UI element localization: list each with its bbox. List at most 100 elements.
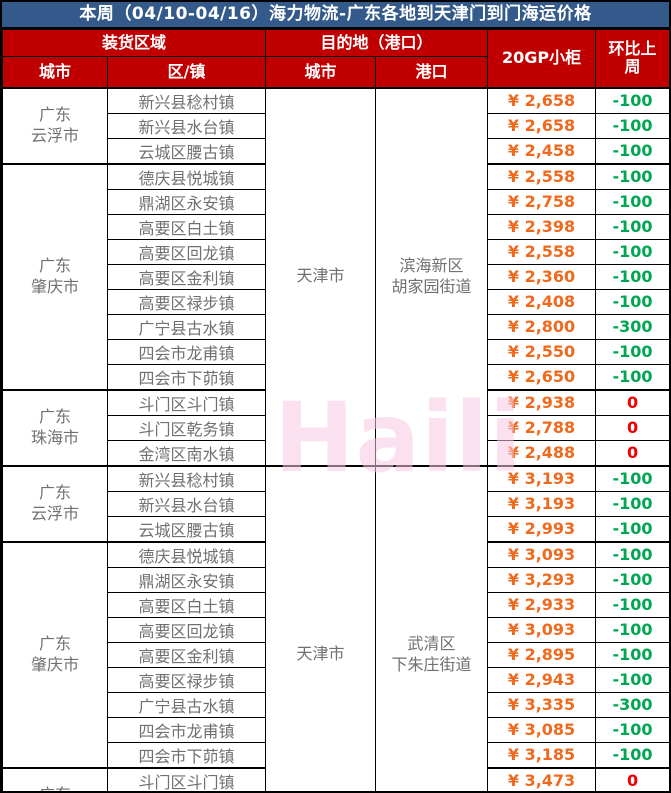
district-town-cell: 新兴县水台镇: [106, 112, 267, 139]
district-town-cell: 高要区金利镇: [106, 641, 267, 668]
wow-change-cell: 0: [595, 414, 669, 441]
table-row: 四会市下茆镇 ¥ 3,185 -100: [3, 741, 669, 768]
price-20gp-cell: ¥ 2,558: [487, 238, 597, 265]
wow-change-cell: -100: [595, 288, 669, 315]
price-20gp-cell: ¥ 2,788: [487, 414, 597, 441]
wow-change-cell: -100: [595, 162, 669, 190]
price-20gp-cell: ¥ 2,488: [487, 439, 597, 466]
district-town-cell: 高要区回龙镇: [106, 238, 267, 265]
table-row: 广东 云浮市 新兴县稔村镇 天津市 武清区 下朱庄街道 ¥ 3,193 -100: [2, 464, 669, 791]
table-row: 鼎湖区永安镇 ¥ 2,758 -100: [3, 188, 669, 215]
price-20gp-cell: ¥ 3,093: [487, 616, 597, 643]
price-20gp-cell: ¥ 3,193: [487, 490, 597, 517]
district-town-cell: 金湾区南水镇: [106, 439, 267, 466]
origin-city-cell: 广东 珠海市: [2, 388, 108, 466]
district-town-cell: 德庆县悦城镇: [106, 540, 267, 568]
destination-port-cell: 滨海新区 胡家园街道: [375, 86, 489, 466]
table-row: 高要区禄步镇 ¥ 2,943 -100: [3, 666, 669, 693]
price-20gp-cell: ¥ 2,943: [487, 666, 597, 693]
wow-change-cell: 0: [595, 439, 669, 466]
wow-change-cell: -100: [595, 566, 669, 593]
table-row: 四会市龙甫镇 ¥ 2,550 -100: [3, 338, 669, 365]
table-row: 高要区金利镇 ¥ 2,895 -100: [3, 641, 669, 668]
district-town-cell: 新兴县稔村镇: [106, 86, 267, 114]
price-20gp-cell: ¥ 3,193: [487, 464, 597, 492]
table-row: 高要区回龙镇 ¥ 3,093 -100: [3, 616, 669, 643]
price-20gp-cell: ¥ 2,558: [487, 162, 597, 190]
price-20gp-cell: ¥ 3,185: [487, 741, 597, 768]
price-20gp-cell: ¥ 2,758: [487, 188, 597, 215]
district-town-cell: 斗门区斗门镇: [106, 388, 267, 416]
district-town-cell: 广宁县古水镇: [106, 313, 267, 340]
table-row: 广东 珠海市 斗门区斗门镇 ¥ 2,938 0: [2, 388, 669, 466]
price-20gp-cell: ¥ 3,473: [487, 766, 597, 791]
wow-change-cell: -100: [595, 188, 669, 215]
price-20gp-cell: ¥ 2,993: [487, 515, 597, 542]
header-destination-port: 目的地（港口）: [265, 29, 489, 57]
wow-change-cell: -100: [595, 540, 669, 568]
district-town-cell: 高要区禄步镇: [106, 666, 267, 693]
table-row: 广东 肇庆市 德庆县悦城镇 ¥ 3,093 -100: [2, 540, 669, 768]
origin-city-cell: 广东 肇庆市: [2, 540, 108, 768]
price-20gp-cell: ¥ 2,650: [487, 363, 597, 390]
price-20gp-cell: ¥ 2,658: [487, 86, 597, 114]
price-20gp-cell: ¥ 2,933: [487, 591, 597, 618]
district-town-cell: 斗门区斗门镇: [106, 766, 267, 791]
wow-change-cell: -100: [595, 515, 669, 542]
price-20gp-cell: ¥ 2,800: [487, 313, 597, 340]
district-town-cell: 高要区白土镇: [106, 213, 267, 240]
wow-change-cell: -100: [595, 591, 669, 618]
wow-change-cell: -100: [595, 137, 669, 164]
district-town-cell: 德庆县悦城镇: [106, 162, 267, 190]
district-town-cell: 高要区金利镇: [106, 263, 267, 290]
price-20gp-cell: ¥ 2,895: [487, 641, 597, 668]
origin-city-cell: 广东 珠海市: [2, 766, 108, 791]
wow-change-cell: -100: [595, 213, 669, 240]
district-town-cell: 新兴县水台镇: [106, 490, 267, 517]
wow-change-cell: -300: [595, 313, 669, 340]
header-loading-area: 装货区域: [2, 29, 267, 57]
wow-change-cell: -100: [595, 716, 669, 743]
wow-change-cell: -100: [595, 616, 669, 643]
price-20gp-cell: ¥ 3,093: [487, 540, 597, 568]
price-20gp-cell: ¥ 2,360: [487, 263, 597, 290]
wow-change-cell: -100: [595, 490, 669, 517]
table-row: 广东 云浮市 新兴县稔村镇 天津市 滨海新区 胡家园街道 ¥ 2,658 -100: [2, 86, 669, 466]
destination-city-cell: 天津市: [265, 464, 377, 791]
price-20gp-cell: ¥ 2,938: [487, 388, 597, 416]
wow-change-cell: -100: [595, 666, 669, 693]
price-20gp-cell: ¥ 2,658: [487, 112, 597, 139]
district-town-cell: 高要区白土镇: [106, 591, 267, 618]
wow-change-cell: -100: [595, 338, 669, 365]
wow-change-cell: 0: [595, 388, 669, 416]
origin-city-cell: 广东 云浮市: [2, 464, 108, 542]
origin-city-cell: 广东 云浮市: [2, 86, 108, 164]
district-town-cell: 鼎湖区永安镇: [106, 566, 267, 593]
destination-city-cell: 天津市: [265, 86, 377, 466]
table-row: 斗门区乾务镇 ¥ 2,788 0: [3, 414, 669, 441]
price-20gp-cell: ¥ 2,408: [487, 288, 597, 315]
origin-city-cell: 广东 肇庆市: [2, 162, 108, 390]
wow-change-cell: -100: [595, 741, 669, 768]
table-row: 金湾区南水镇 ¥ 2,488 0: [3, 439, 669, 466]
district-town-cell: 高要区禄步镇: [106, 288, 267, 315]
district-town-cell: 四会市龙甫镇: [106, 716, 267, 743]
price-20gp-cell: ¥ 2,550: [487, 338, 597, 365]
wow-change-cell: -100: [595, 263, 669, 290]
table-row: 云城区腰古镇 ¥ 2,458 -100: [3, 137, 669, 164]
wow-change-cell: 0: [595, 766, 669, 791]
table-row: 高要区回龙镇 ¥ 2,558 -100: [3, 238, 669, 265]
district-town-cell: 四会市下茆镇: [106, 741, 267, 768]
wow-change-cell: -100: [595, 464, 669, 492]
header-load-city: 城市: [2, 56, 108, 88]
district-town-cell: 云城区腰古镇: [106, 137, 267, 164]
district-town-cell: 斗门区乾务镇: [106, 414, 267, 441]
price-20gp-cell: ¥ 3,335: [487, 691, 597, 718]
district-town-cell: 四会市下茆镇: [106, 363, 267, 390]
wow-change-cell: -100: [595, 641, 669, 668]
price-20gp-cell: ¥ 3,085: [487, 716, 597, 743]
wow-change-cell: -100: [595, 363, 669, 390]
price-20gp-cell: ¥ 3,293: [487, 566, 597, 593]
table-row: 广东 肇庆市 德庆县悦城镇 ¥ 2,558 -100: [2, 162, 669, 390]
wow-change-cell: -100: [595, 238, 669, 265]
